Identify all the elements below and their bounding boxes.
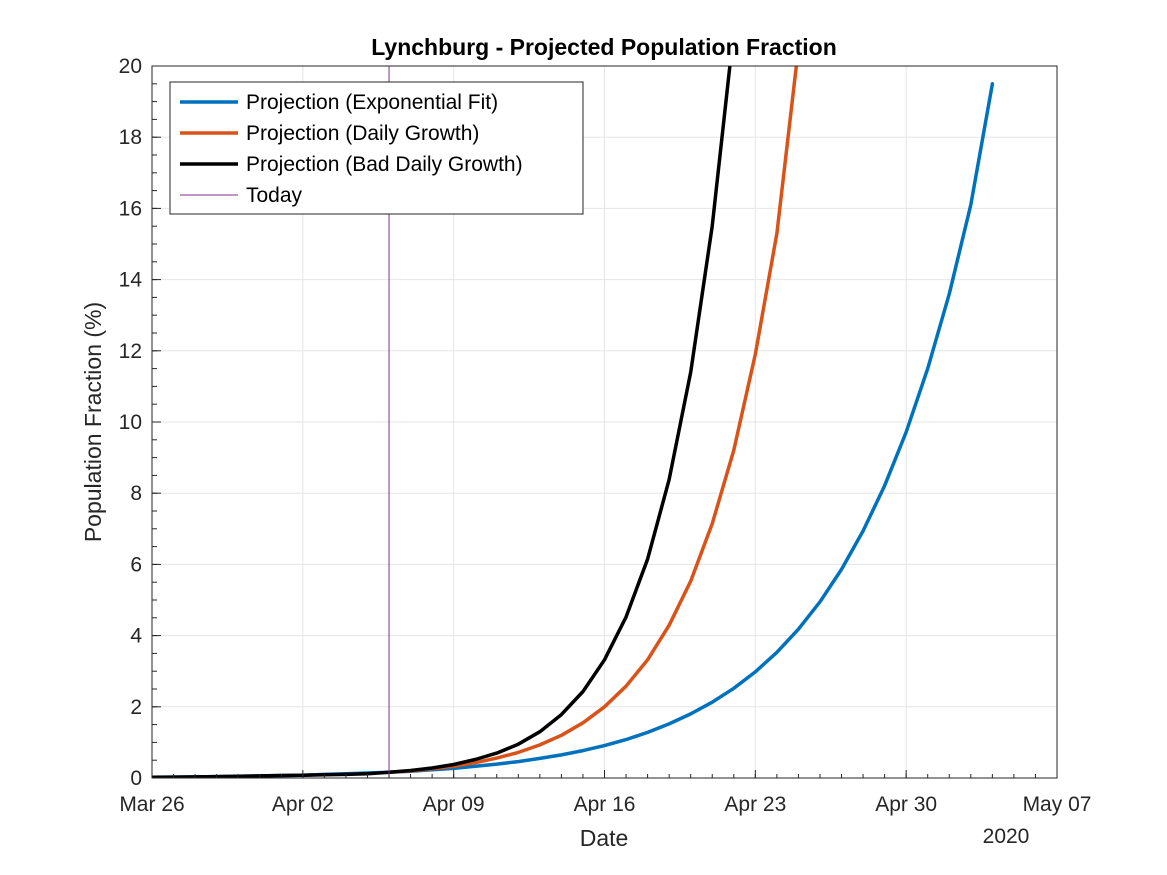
y-tick-label: 6 [130, 553, 142, 576]
legend: Projection (Exponential Fit) Projection (… [169, 81, 584, 215]
x-tick-label: Apr 16 [574, 793, 636, 816]
legend-label-4: Today [246, 184, 303, 207]
x-tick-label: Apr 02 [272, 793, 334, 816]
legend-label-2: Projection (Daily Growth) [246, 122, 479, 145]
x-tick-label: Mar 26 [119, 793, 184, 816]
x-tick-label: Apr 09 [423, 793, 485, 816]
x-axis-label: Date [580, 825, 629, 851]
axis-ticks: Mar 26 Apr 02 Apr 09 Apr 16 Apr 23 Apr 30 May … [119, 55, 1092, 816]
y-tick-label: 18 [119, 126, 142, 149]
legend-label-1: Projection (Exponential Fit) [246, 91, 498, 114]
y-axis-label: Population Fraction (%) [80, 302, 106, 542]
x-axis-year-label: 2020 [983, 825, 1030, 848]
y-tick-label: 12 [119, 340, 142, 363]
x-tick-label: Apr 30 [875, 793, 937, 816]
y-tick-label: 8 [130, 482, 142, 505]
series-line-3 [152, 66, 732, 778]
legend-box [169, 81, 584, 215]
y-tick-label: 20 [119, 55, 142, 78]
y-tick-label: 10 [119, 411, 142, 434]
y-tick-label: 16 [119, 197, 142, 220]
legend-label-3: Projection (Bad Daily Growth) [246, 153, 523, 176]
x-tick-label: Apr 23 [724, 793, 786, 816]
y-tick-label: 2 [130, 696, 142, 719]
x-tick-label: May 07 [1023, 793, 1092, 816]
y-tick-label: 4 [130, 625, 142, 648]
y-tick-label: 0 [130, 767, 142, 790]
chart-title: Lynchburg - Projected Population Fractio… [371, 34, 837, 60]
y-tick-label: 14 [119, 269, 143, 292]
series-layer [152, 66, 995, 778]
series-line-2 [387, 66, 799, 775]
